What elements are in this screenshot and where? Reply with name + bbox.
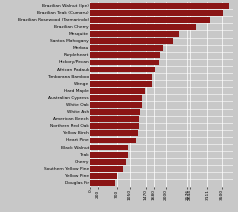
Bar — [90, 116, 139, 122]
Bar — [90, 38, 173, 44]
Bar — [90, 130, 138, 136]
Bar — [90, 45, 163, 51]
Bar — [90, 145, 128, 151]
Bar — [90, 81, 152, 87]
Bar — [90, 52, 160, 58]
Bar — [90, 95, 142, 101]
Bar — [90, 74, 152, 80]
Bar — [90, 166, 123, 172]
Bar — [90, 173, 117, 179]
Bar — [90, 123, 139, 129]
Bar — [90, 10, 223, 16]
Bar — [90, 180, 115, 186]
Bar — [90, 159, 126, 165]
Bar — [90, 60, 159, 65]
Bar — [90, 17, 210, 23]
Bar — [90, 138, 136, 143]
Bar — [90, 24, 196, 30]
Bar — [90, 109, 140, 115]
Bar — [90, 67, 155, 73]
Bar — [90, 88, 145, 94]
Bar — [90, 102, 142, 108]
Bar — [90, 31, 178, 37]
Bar — [90, 152, 128, 158]
Bar — [90, 3, 229, 8]
